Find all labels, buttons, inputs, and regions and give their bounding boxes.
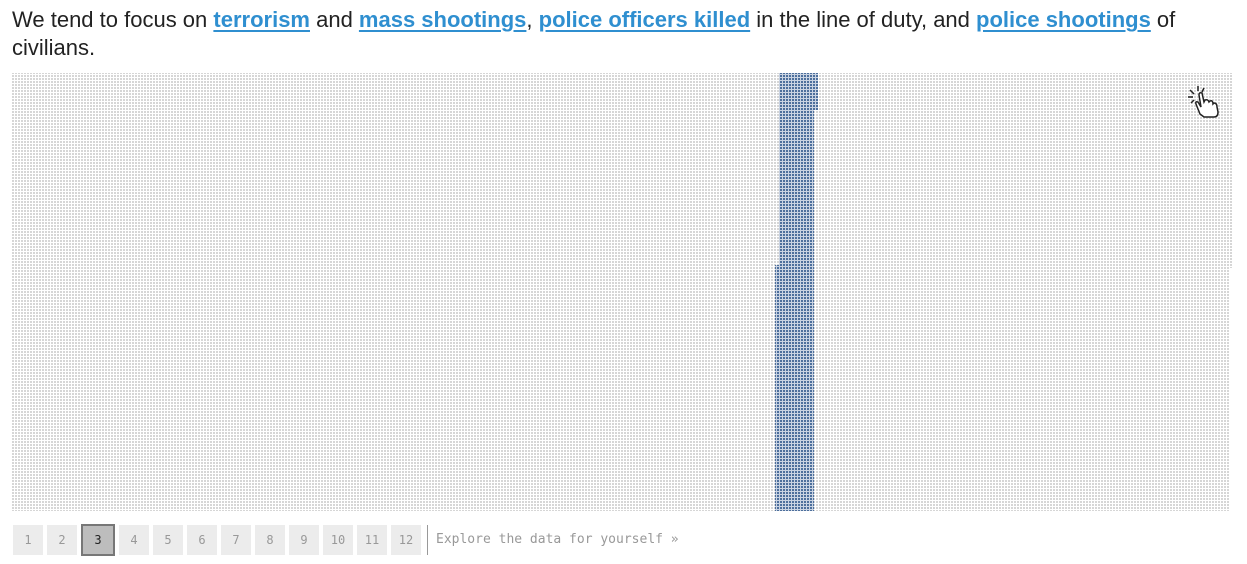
explore-link[interactable]: Explore the data for yourself » [436, 532, 679, 547]
topic-link[interactable]: terrorism [213, 7, 310, 32]
blue-dots [775, 265, 814, 511]
page-button[interactable]: 11 [357, 524, 387, 555]
page-button[interactable]: 7 [221, 524, 251, 555]
dot-grid [11, 73, 1233, 511]
page-button[interactable]: 5 [153, 524, 183, 555]
page-button[interactable]: 12 [391, 524, 421, 555]
page-button[interactable]: 8 [255, 524, 285, 555]
page-button[interactable]: 9 [289, 524, 319, 555]
topic-link[interactable]: police shootings [976, 7, 1151, 32]
text: in the line of duty, and [750, 7, 977, 32]
page-button[interactable]: 6 [187, 524, 217, 555]
separator [427, 524, 428, 555]
page-button[interactable]: 3 [81, 523, 115, 556]
gray-dots [11, 73, 1233, 268]
text: We tend to focus on [12, 7, 214, 32]
intro-text: We tend to focus on terrorism and mass s… [12, 6, 1237, 62]
text: of civilians. [12, 7, 1176, 60]
text: and [309, 7, 359, 32]
topic-link[interactable]: police officers killed [538, 7, 751, 32]
page-button[interactable]: 2 [47, 524, 77, 555]
page-button[interactable]: 4 [119, 524, 149, 555]
topic-link[interactable]: mass shootings [358, 7, 527, 32]
hand-icon [1188, 86, 1219, 118]
text: , [526, 7, 539, 32]
page-button[interactable]: 10 [323, 524, 353, 555]
blue-dots [779, 73, 818, 110]
pagination: 1 2 3 4 5 6 7 8 9 10 11 12 Explore the data for you… [13, 523, 679, 556]
blue-dots [779, 110, 814, 265]
page-button[interactable]: 1 [13, 524, 43, 555]
gray-dots [11, 268, 1229, 511]
